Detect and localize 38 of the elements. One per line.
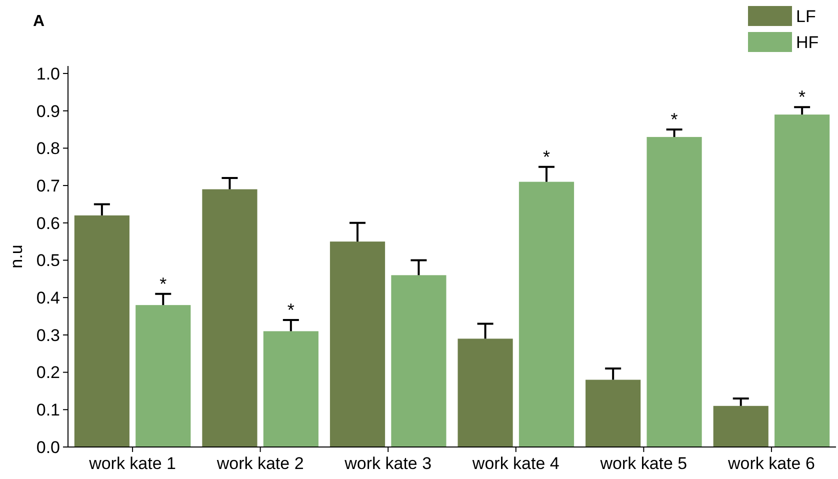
bar [330,242,386,447]
bar [263,331,318,447]
y-tick-label: 0.4 [36,288,60,308]
legend-label: LF [796,6,816,26]
bar [458,338,513,447]
x-tick-label: work kate 5 [599,454,688,473]
bar [713,406,768,447]
bar [202,189,258,447]
annotation: * [542,146,550,167]
y-tick-label: 0.5 [36,251,60,270]
annotation: * [670,110,678,130]
annotation: * [798,87,806,108]
bar [518,182,574,447]
legend-label: HF [796,32,819,52]
annotation: * [287,300,294,320]
y-tick-label: 0.8 [36,139,60,158]
x-tick-label: work kate 6 [727,454,815,473]
x-tick-label: work kate 4 [471,454,560,473]
bar [586,380,641,447]
y-tick-label: 0.2 [36,363,60,382]
x-tick-label: work kate 2 [216,454,304,473]
y-tick-label: 0.3 [36,326,60,345]
x-tick-label: work kate 3 [344,454,432,473]
y-tick-label: 0.7 [36,176,60,196]
bar [391,275,446,447]
bar [136,305,191,447]
annotation: * [160,274,167,294]
y-tick-label: 0.9 [36,102,60,121]
y-axis-title: n.u [7,244,26,268]
bar [646,136,702,447]
chart-title: A [33,13,45,30]
y-tick-label: 0.6 [36,214,60,233]
y-tick-label: 1.0 [36,64,60,84]
y-tick-label: 0.0 [36,438,60,457]
x-tick-label: work kate 1 [88,454,176,473]
bar [74,215,130,447]
y-tick-label: 0.1 [36,400,60,420]
bar [774,114,830,447]
